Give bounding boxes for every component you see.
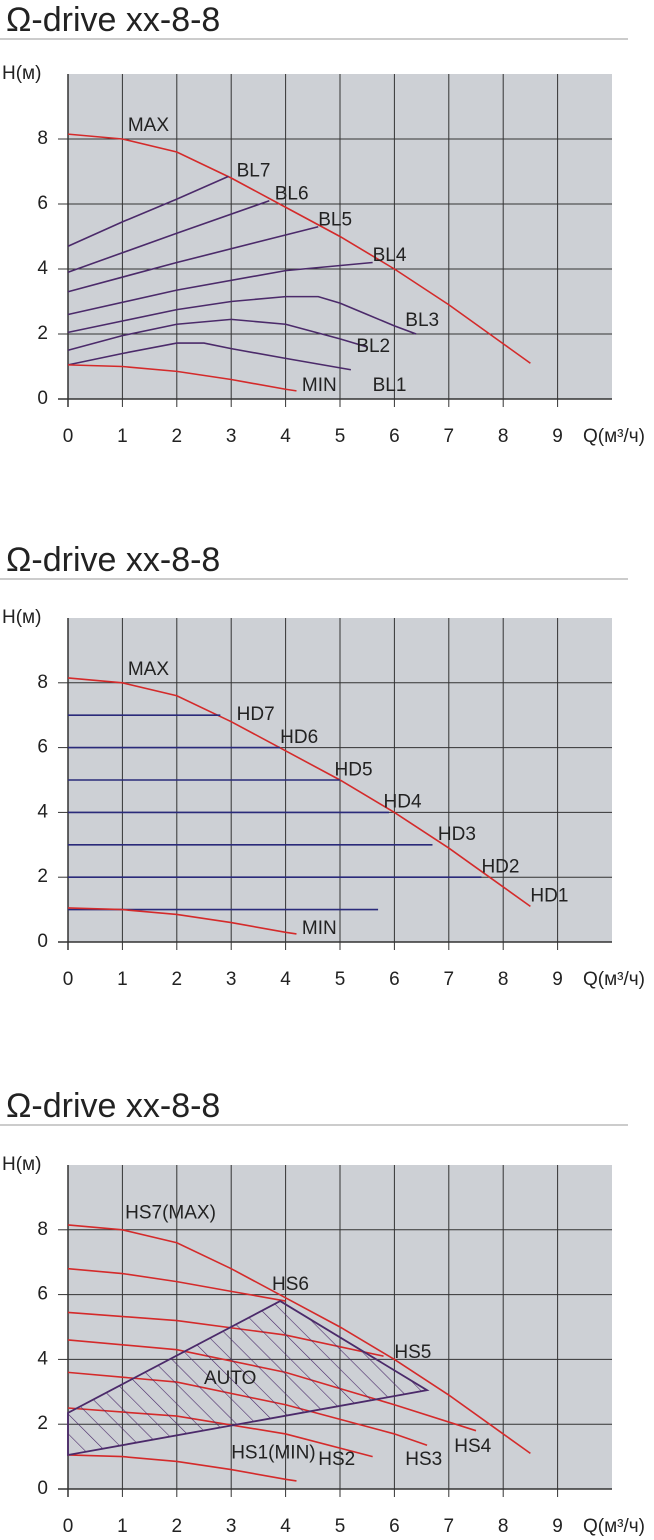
y-tick-label: 8 xyxy=(37,1219,48,1240)
chart-title: Ω-drive xx-8-8 xyxy=(6,541,220,579)
curve xyxy=(67,364,297,392)
curve-label: BL2 xyxy=(356,336,390,357)
x-tick-label: 5 xyxy=(335,426,346,447)
x-tick-label: 8 xyxy=(498,426,509,447)
x-tick-label: 2 xyxy=(172,426,183,447)
y-axis-label: H(м) xyxy=(2,607,41,628)
curve-label: BL4 xyxy=(373,245,407,266)
curve-label: HD3 xyxy=(438,824,476,845)
x-tick-label: 6 xyxy=(389,426,400,447)
x-tick-label: 7 xyxy=(444,1516,455,1537)
x-tick-label: 3 xyxy=(226,426,237,447)
y-tick-label: 0 xyxy=(37,1478,48,1499)
x-tick-label: 9 xyxy=(552,426,563,447)
y-axis-label: H(м) xyxy=(2,1154,41,1175)
chart-title: Ω-drive xx-8-8 xyxy=(6,1,220,39)
y-tick-label: 4 xyxy=(37,1348,48,1369)
y-tick-label: 8 xyxy=(37,128,48,149)
x-tick-label: 6 xyxy=(389,969,400,990)
curve-label: BL1 xyxy=(373,375,407,396)
x-tick-label: 0 xyxy=(63,969,74,990)
curve-label: HS4 xyxy=(454,1436,491,1457)
curve xyxy=(67,199,270,274)
curve xyxy=(67,1454,297,1482)
y-tick-label: 0 xyxy=(37,931,48,952)
curve-label: MIN xyxy=(302,375,337,396)
curve-label: HD4 xyxy=(384,792,422,813)
curve xyxy=(67,318,368,352)
curve xyxy=(67,907,297,935)
x-tick-label: 1 xyxy=(117,969,128,990)
curve-label: MAX xyxy=(128,115,170,136)
curve-label: MAX xyxy=(128,659,170,680)
x-tick-label: 8 xyxy=(498,969,509,990)
x-tick-label: 2 xyxy=(172,969,183,990)
curve xyxy=(67,133,531,364)
curve xyxy=(67,1224,531,1455)
x-axis-label: Q(м³/ч) xyxy=(583,1516,645,1537)
curve-label: HD7 xyxy=(237,704,275,725)
y-tick-label: 2 xyxy=(37,1413,48,1434)
x-tick-label: 7 xyxy=(444,426,455,447)
curve-label: HS7(MAX) xyxy=(125,1203,216,1224)
curve xyxy=(67,261,373,316)
curve-label: BL6 xyxy=(275,183,309,204)
y-tick-label: 6 xyxy=(37,737,48,758)
curve-label: HD5 xyxy=(335,759,373,780)
x-tick-label: 0 xyxy=(63,1516,74,1537)
x-tick-label: 4 xyxy=(280,1516,291,1537)
x-axis-label: Q(м³/ч) xyxy=(583,969,645,990)
x-tick-label: 9 xyxy=(552,969,563,990)
curve-label: HD2 xyxy=(481,856,519,877)
x-tick-label: 9 xyxy=(552,1516,563,1537)
x-tick-label: 8 xyxy=(498,1516,509,1537)
y-axis-label: H(м) xyxy=(2,63,41,84)
x-tick-label: 6 xyxy=(389,1516,400,1537)
curve xyxy=(67,342,352,371)
x-tick-label: 4 xyxy=(280,426,291,447)
chart-title: Ω-drive xx-8-8 xyxy=(6,1087,220,1125)
y-tick-label: 6 xyxy=(37,1284,48,1305)
y-tick-label: 4 xyxy=(37,258,48,279)
x-tick-label: 1 xyxy=(117,426,128,447)
y-tick-label: 0 xyxy=(37,388,48,409)
curve-label: AUTO xyxy=(204,1368,256,1389)
curve-label: HS3 xyxy=(405,1449,442,1470)
x-tick-label: 5 xyxy=(335,969,346,990)
x-tick-label: 3 xyxy=(226,1516,237,1537)
curve-label: HS1(MIN) xyxy=(231,1442,315,1463)
curve-label: BL5 xyxy=(318,209,352,230)
curve xyxy=(67,1267,286,1302)
x-tick-label: 4 xyxy=(280,969,291,990)
x-tick-label: 5 xyxy=(335,1516,346,1537)
x-tick-label: 0 xyxy=(63,426,74,447)
curve xyxy=(67,225,319,293)
x-tick-label: 7 xyxy=(444,969,455,990)
x-tick-label: 1 xyxy=(117,1516,128,1537)
x-tick-label: 3 xyxy=(226,969,237,990)
y-tick-label: 2 xyxy=(37,323,48,344)
curve-label: HD1 xyxy=(530,886,568,907)
curve-label: HS2 xyxy=(318,1449,355,1470)
curve-label: BL7 xyxy=(237,161,271,182)
x-axis-label: Q(м³/ч) xyxy=(583,426,645,447)
curve xyxy=(67,175,229,247)
curve-label: HD6 xyxy=(280,727,318,748)
auto-region xyxy=(67,1300,430,1457)
curve-label: MIN xyxy=(302,918,337,939)
curve xyxy=(67,295,417,335)
y-tick-label: 4 xyxy=(37,801,48,822)
curve-label: HS5 xyxy=(394,1342,431,1363)
curve xyxy=(67,677,531,908)
curve-label: HS6 xyxy=(272,1274,309,1295)
curve-label: BL3 xyxy=(405,310,439,331)
y-tick-label: 6 xyxy=(37,193,48,214)
y-tick-label: 2 xyxy=(37,866,48,887)
x-tick-label: 2 xyxy=(172,1516,183,1537)
y-tick-label: 8 xyxy=(37,672,48,693)
